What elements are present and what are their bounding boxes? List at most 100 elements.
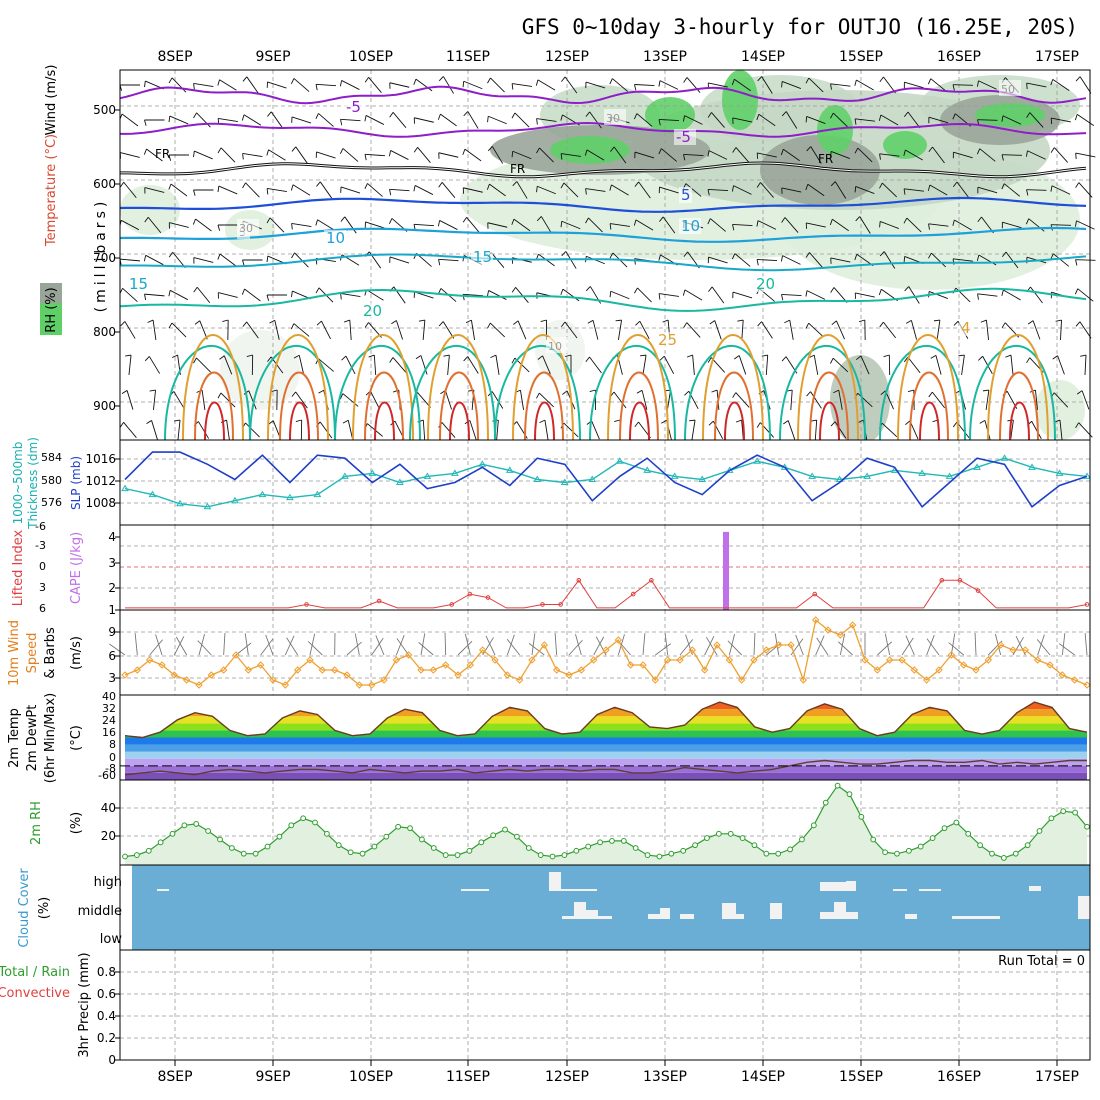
- wind-barb-flag: [857, 419, 864, 424]
- wind-barb-flag: [443, 354, 450, 357]
- temperature-contour-loop: [879, 344, 966, 441]
- wind-barb-flag: [437, 288, 442, 295]
- thickness-point: [423, 472, 432, 479]
- wind-barb-staff: [830, 83, 851, 87]
- rh-shading-area: [220, 330, 300, 410]
- wind10m-speed-point: [836, 631, 845, 639]
- wind10m-speed-point: [577, 666, 586, 674]
- thickness-axis-label-1: 1000~500mb: [11, 442, 25, 525]
- contour-label: 10: [548, 340, 562, 353]
- wind-barb-staff: [463, 187, 483, 193]
- wind-barb-flag: [242, 259, 245, 266]
- cape-bar: [723, 531, 729, 610]
- wind-barb-staff: [1077, 288, 1094, 302]
- temperature-contour-loop: [619, 371, 659, 441]
- wind-barb-flag: [561, 76, 566, 82]
- wind10m-speed-point: [491, 656, 499, 664]
- wind10m-speed-point: [885, 656, 894, 664]
- wind-barb-staff: [340, 186, 361, 194]
- wind-barb-staff: [761, 76, 773, 94]
- wind10m-speed-point: [256, 661, 265, 669]
- wind-barb-flag: [1050, 253, 1054, 260]
- y-tick-label: 1012: [85, 474, 116, 488]
- temperature-contour-loop: [589, 344, 676, 441]
- wind-barb-flag: [658, 119, 661, 126]
- wind-barb-staff: [1051, 117, 1071, 123]
- wind-barb-staff: [441, 182, 456, 198]
- wind10m-barb: [905, 635, 915, 656]
- wind-barb-flag: [486, 290, 490, 297]
- wind-barb-flag: [242, 76, 248, 82]
- wind-barb-flag: [661, 419, 667, 424]
- wind-barb-flag: [978, 355, 983, 361]
- wind-barb-flag: [536, 392, 540, 399]
- wind-barb-flag: [143, 148, 147, 155]
- wind-barb-flag: [463, 111, 469, 117]
- rh2m-point: [288, 822, 295, 829]
- wind-barb-staff: [586, 149, 605, 161]
- wind-barb-staff: [342, 148, 359, 162]
- wind-barb-staff: [1010, 355, 1014, 375]
- wind-barb-staff: [807, 183, 825, 197]
- dewpoint2m-line: [124, 759, 1087, 776]
- contour-label: 15: [129, 275, 148, 293]
- rh2m-point: [656, 853, 663, 860]
- wind-barb-staff: [1027, 150, 1046, 160]
- wind-barb-flag: [193, 189, 196, 196]
- rh2m-line: [124, 784, 1088, 859]
- wind-barb-flag: [707, 150, 710, 157]
- rh2m-area: [125, 785, 1087, 865]
- temperature-contour-loop: [1009, 401, 1030, 441]
- wind-barb-flag: [609, 184, 612, 191]
- wind-barb-staff: [495, 355, 500, 375]
- wind10m-barb: [679, 639, 694, 656]
- wind10m-speed-point: [466, 661, 475, 669]
- wind-barb-staff: [985, 390, 990, 410]
- wind-barb-staff: [642, 355, 647, 375]
- wind-barb-staff: [293, 78, 310, 92]
- rh2m-point: [442, 852, 449, 858]
- wind-barb-flag: [878, 114, 882, 121]
- date-label-bottom: 12SEP: [545, 1069, 589, 1085]
- wind-barb-flag: [246, 354, 253, 357]
- wind-barb-flag: [662, 319, 669, 323]
- wind-barb-staff: [928, 223, 949, 227]
- lifted-index-point: [467, 591, 473, 597]
- wind-axis-label: Wind (m/s): [44, 65, 59, 136]
- wind-barb-flag: [1074, 114, 1078, 121]
- wind-barb-staff: [122, 287, 138, 303]
- wind-barb-flag: [490, 354, 497, 359]
- lifted-index-tick: 6: [39, 602, 46, 615]
- wind10m-barb: [877, 641, 893, 656]
- wind-barb-staff: [833, 287, 848, 303]
- wind-barb-staff: [246, 76, 259, 94]
- wind-barb-flag: [732, 392, 737, 398]
- wind-barb-flag: [438, 182, 443, 188]
- wind-barb-staff: [857, 147, 873, 163]
- wind-barb-flag: [438, 76, 444, 82]
- wind-barb-staff: [641, 390, 648, 410]
- temperature-contour-loop: [267, 334, 329, 441]
- wind-barb-flag: [342, 419, 349, 424]
- wind-barb-flag: [781, 81, 783, 88]
- cloud-axis-label: Cloud Cover: [17, 868, 32, 948]
- wind-barb-flag: [879, 221, 881, 228]
- wind-barb-staff: [467, 356, 479, 374]
- wind-barb-flag: [193, 357, 197, 364]
- cloud-high-block: [919, 889, 941, 891]
- wind-barb-flag: [585, 356, 590, 363]
- wind-barb-flag: [565, 354, 572, 358]
- wind10m-barb: [593, 636, 605, 656]
- wind-barb-flag: [689, 419, 696, 422]
- wind-barb-flag: [560, 321, 566, 328]
- contour-label: 10: [681, 217, 700, 235]
- wind-barb-staff: [782, 255, 801, 265]
- wind10m-speed-point: [441, 661, 450, 669]
- temperature-contour-5: [119, 196, 1087, 213]
- wind10m-speed-point: [972, 666, 980, 674]
- thickness-tick: 580: [41, 474, 62, 487]
- rh2m-point: [1048, 815, 1055, 822]
- wind-barb-staff: [977, 293, 998, 297]
- temp2m-tick: 24: [102, 714, 116, 727]
- wind-barb-flag: [193, 151, 195, 158]
